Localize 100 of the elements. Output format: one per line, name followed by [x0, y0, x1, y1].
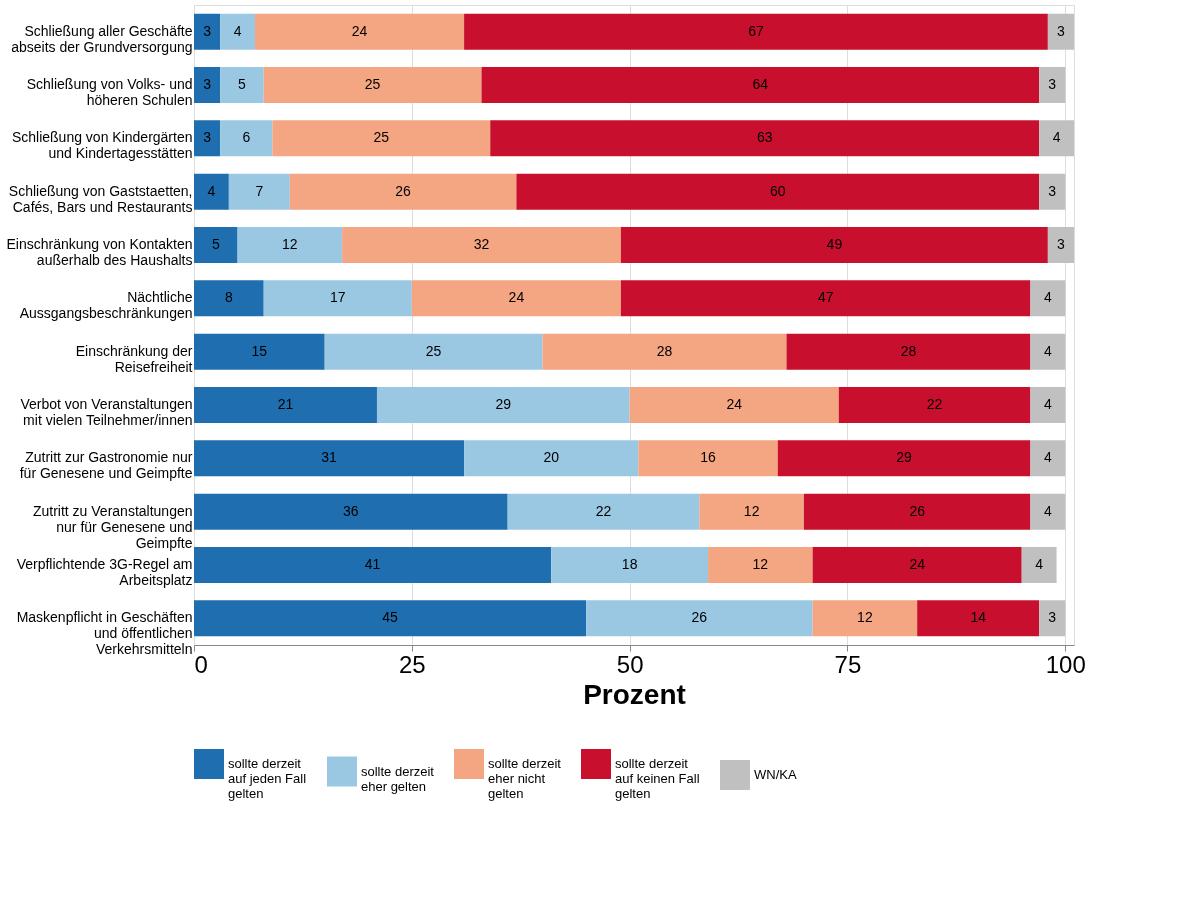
data-label: 28: [656, 342, 673, 359]
bar: [194, 227, 238, 263]
data-label: 47: [817, 289, 834, 306]
bar: [194, 600, 587, 637]
bar: [194, 493, 508, 530]
bar: [324, 333, 543, 370]
data-label: 5: [211, 236, 220, 252]
bar: [507, 493, 700, 530]
bar: [272, 120, 491, 157]
data-label: 4: [1043, 449, 1052, 466]
x-axis-title: Prozent: [583, 678, 686, 710]
data-label: 22: [926, 396, 943, 412]
bar: [699, 493, 804, 530]
y-tick-label: Zutritt zur Gastronomie nur für Genesene und Geimpfte: [19, 449, 193, 482]
bar: [263, 67, 482, 103]
bar: [194, 13, 221, 50]
bar: [838, 387, 1031, 423]
data-label: 25: [364, 76, 381, 92]
bar: [786, 333, 1031, 370]
y-tick-label: Schließung aller Geschäfte abseits der Grundversorgung: [11, 22, 193, 55]
data-label: 6: [242, 129, 251, 146]
bar: [1030, 280, 1066, 317]
data-label: 31: [321, 449, 338, 466]
data-label: 45: [382, 609, 399, 626]
bar: [620, 227, 1048, 263]
data-label: 63: [756, 129, 773, 146]
data-label: 4: [1035, 556, 1044, 572]
data-label: 22: [595, 502, 612, 519]
bar: [464, 13, 1048, 50]
y-tick-label: Verpflichtende 3G-Regel am Arbeitsplatz: [16, 556, 193, 588]
bar: [194, 280, 264, 317]
y-tick-label: Nächtliche Aussgangsbeschränkungen: [19, 289, 193, 322]
data-label: 3: [1048, 182, 1057, 199]
x-tick-label: 100: [1045, 650, 1086, 678]
y-tick-label: Schließung von Volks- und höheren Schulen: [26, 76, 193, 108]
y-tick-label: Einschränkung von Kontakten außerhalb des Haushalts: [6, 236, 193, 268]
data-label: 24: [508, 289, 525, 306]
bar: [194, 120, 221, 157]
data-label: 67: [748, 22, 764, 39]
data-label: 21: [277, 396, 294, 412]
legend-label: sollte derzeit eher nicht gelten: [488, 756, 562, 801]
legend-label: WN/KA: [754, 767, 797, 782]
bar: [464, 440, 639, 477]
bar: [1047, 13, 1074, 50]
y-tick-label: Schließung von Gaststaetten, Cafés, Bars und Restaurants: [8, 182, 193, 215]
data-label: 16: [700, 449, 717, 466]
bar: [1047, 227, 1074, 263]
data-label: 8: [224, 289, 233, 306]
bar: [620, 280, 1031, 317]
data-label: 7: [255, 182, 264, 199]
bar: [1021, 547, 1057, 583]
y-tick-label: Verbot von Veranstaltungen mit vielen Teilnehmer/innen: [20, 396, 193, 428]
data-label: 36: [343, 502, 359, 519]
bar: [194, 67, 221, 103]
data-label: 28: [900, 342, 917, 359]
y-tick-label: Schließung von Kindergärten und Kindertagesstätten: [11, 129, 193, 162]
bar: [411, 280, 621, 317]
bar: [194, 440, 465, 477]
x-tick-label: 50: [616, 650, 644, 678]
bar: [638, 440, 778, 477]
data-label: 25: [373, 129, 390, 146]
bar: [1039, 173, 1066, 210]
bar: [812, 547, 1022, 583]
data-label: 4: [1052, 129, 1061, 146]
bar: [194, 547, 552, 583]
bar: [481, 67, 1040, 103]
data-label: 12: [743, 502, 760, 519]
data-label: 4: [1043, 396, 1052, 412]
data-label: 26: [395, 182, 412, 199]
bar: [228, 173, 290, 210]
bar: [220, 13, 255, 50]
bar: [263, 280, 412, 317]
data-label: 20: [543, 449, 560, 466]
data-label: 3: [1057, 236, 1066, 252]
bar: [542, 333, 787, 370]
data-label: 4: [233, 22, 242, 39]
bar: [376, 387, 630, 423]
x-tick-label: 0: [194, 650, 208, 678]
bar: [1030, 493, 1066, 530]
x-tick-label: 75: [834, 650, 862, 678]
data-label: 4: [1043, 342, 1052, 359]
data-label: 26: [909, 502, 926, 519]
bar: [220, 120, 273, 157]
bar: [586, 600, 813, 637]
bar: [516, 173, 1040, 210]
bar: [917, 600, 1040, 637]
bar: [1030, 387, 1066, 423]
data-label: 64: [752, 76, 769, 92]
data-label: 17: [329, 289, 346, 306]
bar: [812, 600, 918, 637]
data-label: 3: [1057, 22, 1066, 39]
data-label: 49: [826, 236, 843, 252]
data-label: 14: [970, 609, 987, 626]
bar: [1039, 600, 1066, 637]
data-label: 29: [495, 396, 512, 412]
bar: [254, 13, 465, 50]
bar: [1030, 333, 1066, 370]
legend-label: sollte derzeit auf keinen Fall gelten: [615, 756, 700, 801]
data-label: 4: [1043, 502, 1052, 519]
data-label: 24: [726, 396, 743, 412]
